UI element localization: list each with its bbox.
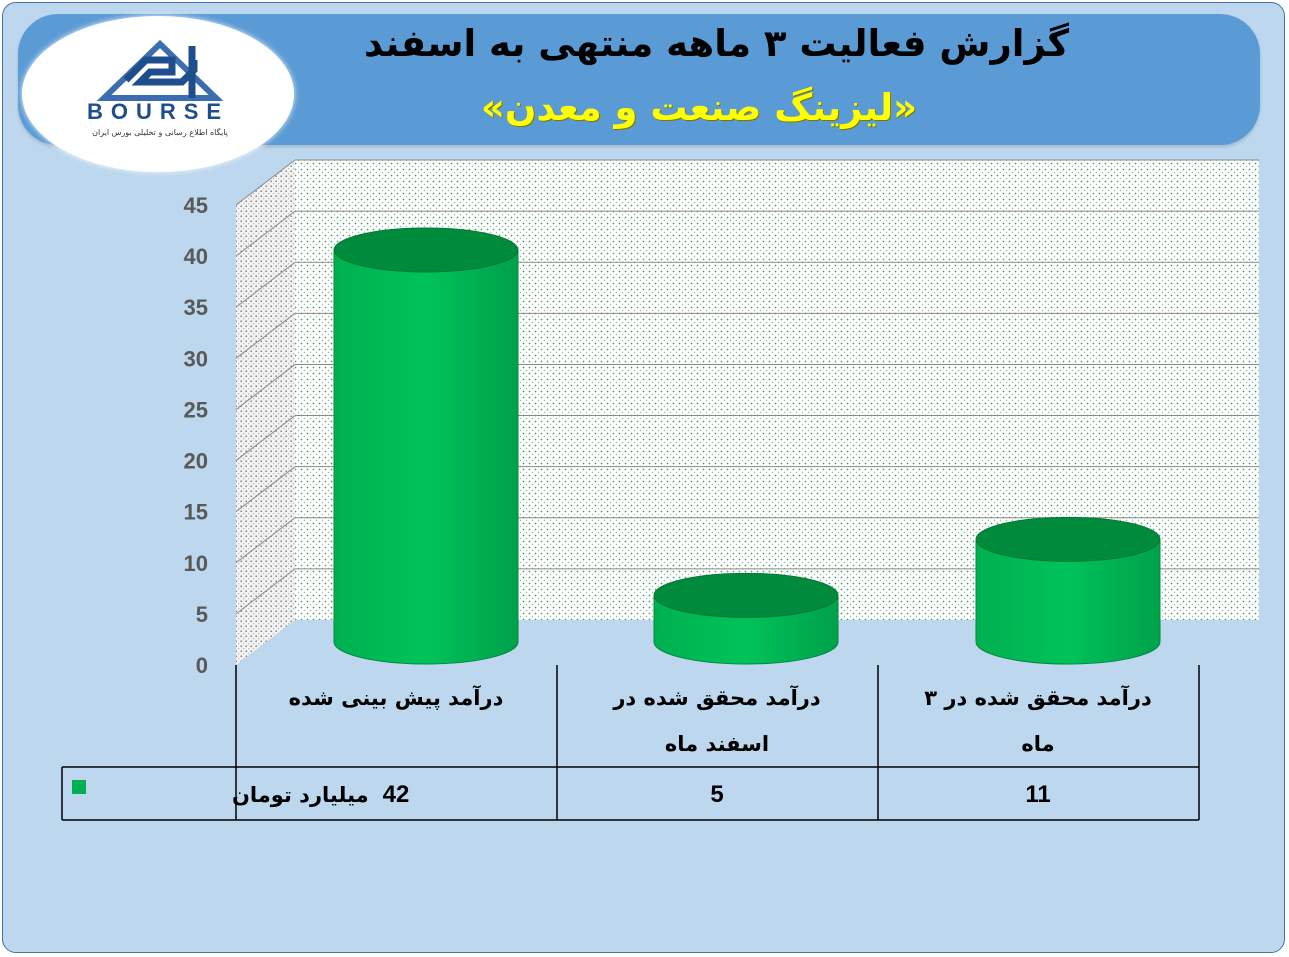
legend-swatch xyxy=(72,780,86,794)
bar-top xyxy=(653,572,839,618)
bar-top xyxy=(333,227,519,273)
bar-body xyxy=(975,538,1161,665)
bar xyxy=(975,516,1161,665)
bar-body xyxy=(333,249,519,665)
bourse-logo: BOURSE پایگاه اطلاع رسانی و تحلیلی بورس … xyxy=(22,16,294,172)
y-tick-label: 15 xyxy=(184,500,208,525)
gridline-side xyxy=(235,466,296,513)
y-tick-label: 30 xyxy=(184,346,208,371)
bourse-logo-icon: BOURSE پایگاه اطلاع رسانی و تحلیلی بورس … xyxy=(87,39,229,137)
y-tick-label: 35 xyxy=(184,295,208,320)
logo-tagline: پایگاه اطلاع رسانی و تحلیلی بورس ایران xyxy=(92,127,228,137)
y-tick-label: 0 xyxy=(196,653,208,678)
gridline-side xyxy=(235,261,296,308)
y-tick-label: 20 xyxy=(184,449,208,474)
gridline-side xyxy=(235,210,296,257)
category-label: درآمد پیش بینی شده xyxy=(289,685,504,710)
data-table xyxy=(61,665,1200,821)
bar xyxy=(333,227,519,665)
chart-subtitle: «لیزینگ صنعت و معدن» xyxy=(481,86,917,129)
y-tick-label: 10 xyxy=(184,551,208,576)
value-label: 5 xyxy=(710,781,723,808)
category-label: اسفند ماه xyxy=(665,732,769,756)
gridline-side xyxy=(235,312,296,359)
plot-side-wall xyxy=(236,160,295,665)
category-label: درآمد محقق شده در ۳ xyxy=(924,685,1152,710)
logo-brand: BOURSE xyxy=(87,99,229,124)
gridline-side xyxy=(235,159,296,206)
gridline-side xyxy=(235,568,296,615)
y-tick-label: 5 xyxy=(196,602,208,627)
value-labels: 42 5 11 xyxy=(383,781,1051,808)
bar-top xyxy=(975,516,1161,562)
y-tick-label: 40 xyxy=(184,244,208,269)
category-label: درآمد محقق شده در xyxy=(612,685,821,710)
plot-back-wall xyxy=(295,160,1259,620)
legend-label: میلیارد تومان xyxy=(232,783,369,807)
bars xyxy=(333,227,1161,665)
gridline-side xyxy=(235,364,296,410)
gridline-side xyxy=(235,517,296,564)
category-labels: درآمد پیش بینی شده درآمد محقق شده در اسفند… xyxy=(289,685,1152,756)
gridline-side xyxy=(235,415,296,461)
value-label: 42 xyxy=(383,781,410,808)
bar xyxy=(653,572,839,665)
value-label: 11 xyxy=(1025,781,1050,808)
y-tick-label: 25 xyxy=(184,397,208,422)
chart-title: گزارش فعالیت ۳ ماهه منتهی به اسفند xyxy=(363,22,1069,65)
y-tick-label: 45 xyxy=(184,193,208,218)
y-axis-ticks: 0 5 10 15 20 25 30 35 40 45 xyxy=(184,193,208,678)
category-label: ماه xyxy=(1021,732,1054,756)
